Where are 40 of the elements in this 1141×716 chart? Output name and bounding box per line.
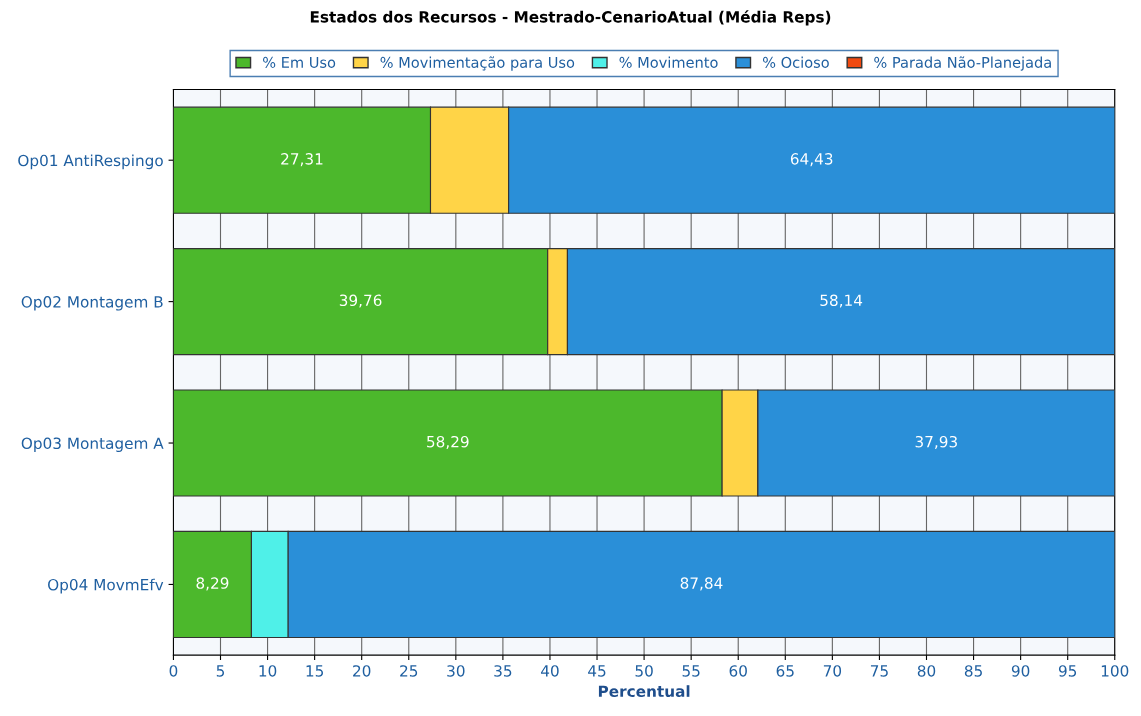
x-tick-label: 5 <box>216 665 225 677</box>
x-tick-label: 10 <box>259 665 277 677</box>
y-tick-label: Op03 Montagem A <box>21 437 164 453</box>
x-tick-label: 40 <box>540 665 559 677</box>
x-axis-title: Percentual <box>598 685 690 698</box>
data-label: 58,29 <box>427 435 469 450</box>
data-label: 87,84 <box>680 577 723 591</box>
data-label: 58,14 <box>820 294 863 308</box>
x-tick-label: 100 <box>1101 665 1129 677</box>
legend-label: % Em Uso <box>263 56 336 68</box>
legend-label: % Ocioso <box>762 56 829 68</box>
y-tick-label: Op02 Montagem B <box>21 296 163 311</box>
x-tick-label: 90 <box>1011 665 1030 677</box>
legend-label: % Movimento <box>619 56 718 68</box>
y-tick-label: Op04 MovmEfv <box>48 578 164 594</box>
data-label: 37,93 <box>915 435 957 450</box>
legend-label: % Parada Não-Planejada <box>874 56 1051 71</box>
legend-label: % Movimentação para Uso <box>380 56 575 71</box>
x-tick-label: 25 <box>400 665 418 677</box>
data-label: 39,76 <box>339 294 382 308</box>
x-tick-label: 95 <box>1058 665 1077 677</box>
x-tick-label: 70 <box>823 665 842 677</box>
chart-title: Estados dos Recursos - Mestrado-CenarioAtual (Média Reps) <box>310 10 831 26</box>
x-tick-label: 55 <box>682 665 700 677</box>
x-tick-label: 80 <box>917 665 936 677</box>
x-tick-label: 75 <box>870 665 888 677</box>
x-tick-label: 0 <box>169 665 178 677</box>
x-tick-label: 65 <box>776 665 794 677</box>
x-tick-label: 20 <box>353 665 371 677</box>
x-tick-label: 15 <box>306 665 324 677</box>
x-tick-label: 50 <box>635 665 653 677</box>
x-tick-label: 85 <box>964 665 982 677</box>
data-label: 27,31 <box>281 153 323 167</box>
y-tick-label: Op01 AntiRespingo <box>18 154 163 170</box>
x-tick-label: 35 <box>494 665 512 677</box>
x-tick-label: 45 <box>588 665 606 677</box>
x-tick-label: 30 <box>447 665 465 677</box>
data-label: 8,29 <box>196 577 229 591</box>
data-label: 64,43 <box>790 153 833 167</box>
x-tick-label: 60 <box>729 665 747 677</box>
